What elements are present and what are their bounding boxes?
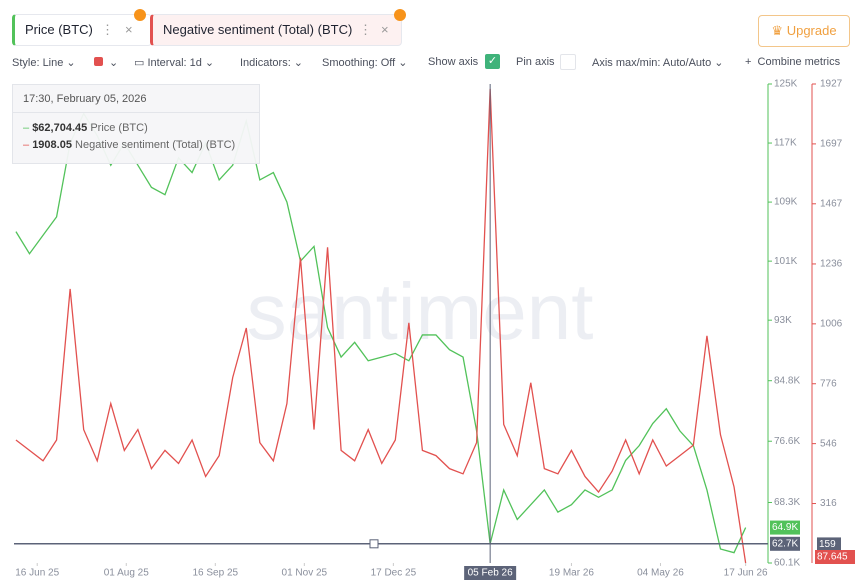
metric-tab[interactable]: Price (BTC) ⋮ × bbox=[12, 14, 152, 46]
label: Axis max/min: Auto/Auto bbox=[592, 57, 712, 69]
series-line bbox=[15, 112, 747, 554]
y-tick-label: 68.3K bbox=[774, 497, 800, 508]
show-axis[interactable]: Show axis bbox=[428, 56, 478, 68]
y2-tick-label: 1927 bbox=[820, 79, 843, 90]
crosshair-y-badge bbox=[770, 536, 800, 551]
last-sentiment-badge bbox=[815, 550, 855, 564]
indicators-select[interactable]: Indicators: ⌄ bbox=[240, 57, 304, 69]
last-sentiment-badge-label: 87.645 bbox=[817, 552, 848, 563]
y-tick-label: 84.8K bbox=[774, 375, 800, 386]
caret: ⌄ bbox=[109, 57, 119, 69]
tooltip-value: 1908.05 bbox=[32, 139, 72, 151]
btc-icon bbox=[134, 9, 146, 21]
checkbox-checked[interactable]: ✓ bbox=[485, 54, 500, 69]
tooltip-title: 17:30, February 05, 2026 bbox=[23, 93, 147, 105]
label: Style: Line bbox=[12, 57, 64, 69]
x-tick-label: 01 Nov 25 bbox=[282, 568, 328, 579]
y2-tick-label: 546 bbox=[820, 438, 837, 449]
crosshair-y2-badge-label: 159 bbox=[819, 539, 836, 550]
y-tick-label: 93K bbox=[774, 315, 792, 326]
checkbox[interactable] bbox=[560, 54, 576, 70]
y-tick-label: 76.6K bbox=[774, 436, 800, 447]
label: Indicators: bbox=[240, 57, 291, 69]
crosshair-handle bbox=[369, 539, 379, 549]
y-tick-label: 60.1K bbox=[774, 558, 800, 569]
y-tick-label: 117K bbox=[774, 138, 797, 149]
x-tick-label: 19 Mar 26 bbox=[549, 568, 594, 579]
crosshair-y2-badge bbox=[817, 537, 841, 552]
axis-select[interactable]: Axis max/min: Auto/Auto ⌄ bbox=[592, 57, 724, 69]
y2-tick-label: 1697 bbox=[820, 139, 843, 150]
y-tick-label: 125K bbox=[774, 79, 798, 90]
combine-button[interactable]: + Combine metrics bbox=[745, 56, 841, 68]
tab-label: Negative sentiment (Total) (BTC) bbox=[163, 22, 353, 37]
label: Pin axis bbox=[516, 56, 555, 68]
crosshair-x-label: 05 Feb 26 bbox=[468, 568, 513, 579]
pin-axis[interactable]: Pin axis bbox=[516, 56, 555, 68]
series-line bbox=[15, 88, 747, 564]
tab-label: Price (BTC) bbox=[25, 22, 93, 37]
upgrade-label: Upgrade bbox=[786, 23, 837, 38]
y2-tick-label: 776 bbox=[820, 378, 837, 389]
y2-tick-label: 1467 bbox=[820, 198, 843, 209]
label: Combine metrics bbox=[757, 56, 841, 68]
last-price-badge-label: 64.9K bbox=[772, 522, 798, 533]
crosshair-x-badge bbox=[464, 566, 517, 580]
last-price-badge bbox=[770, 520, 800, 535]
x-tick-label: 16 Sep 25 bbox=[192, 568, 238, 579]
label: Show axis bbox=[428, 56, 479, 68]
x-tick-label: 04 May 26 bbox=[637, 568, 684, 579]
upgrade-button[interactable]: ♛ Upgrade bbox=[758, 15, 850, 47]
interval-select[interactable]: ▭ Interval: 1d ⌄ bbox=[134, 57, 215, 69]
tooltip: 17:30, February 05, 2026 – $62,704.45 Pr… bbox=[12, 84, 260, 164]
x-tick-label: 17 Dec 25 bbox=[371, 568, 417, 579]
style-select[interactable]: Style: Line ⌄ bbox=[12, 57, 76, 69]
y2-tick-label: 1236 bbox=[820, 259, 843, 270]
x-tick-label: 17 Jun 26 bbox=[724, 568, 768, 579]
btc-icon bbox=[394, 9, 406, 21]
metric-tab[interactable]: Negative sentiment (Total) (BTC) ⋮ × bbox=[150, 14, 402, 46]
x-tick-label: 16 Jun 25 bbox=[15, 568, 59, 579]
tooltip-series: Price (BTC) bbox=[90, 122, 148, 134]
crosshair-y-badge-label: 62.7K bbox=[772, 538, 798, 549]
smoothing-select[interactable]: Smoothing: Off ⌄ bbox=[322, 57, 408, 69]
label: Interval: 1d bbox=[147, 57, 202, 69]
y2-tick-label: 1006 bbox=[820, 318, 843, 329]
y-tick-label: 101K bbox=[774, 256, 798, 267]
tooltip-series: Negative sentiment (Total) (BTC) bbox=[75, 139, 236, 151]
label: Smoothing: Off bbox=[322, 57, 396, 69]
tooltip-value: $62,704.45 bbox=[32, 122, 88, 134]
y-tick-label: 109K bbox=[774, 197, 798, 208]
color-picker[interactable] bbox=[94, 57, 103, 66]
x-tick-label: 01 Aug 25 bbox=[104, 568, 149, 579]
y2-tick-label: 316 bbox=[820, 498, 837, 509]
